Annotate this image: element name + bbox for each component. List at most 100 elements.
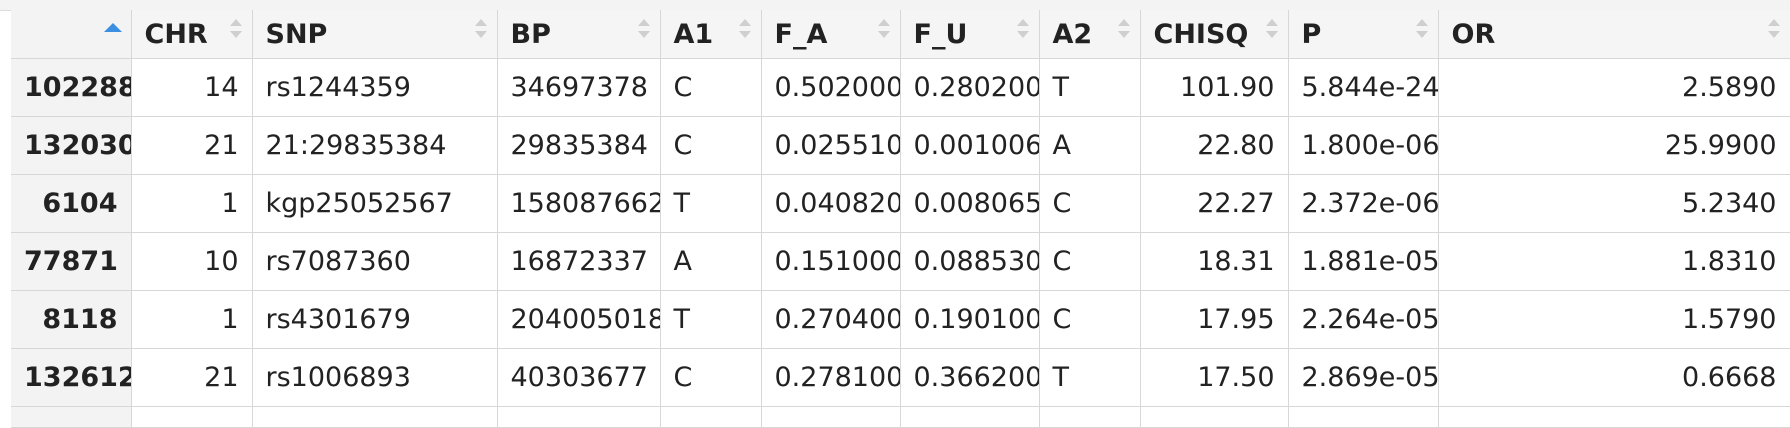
sort-ascending-icon[interactable] bbox=[103, 23, 122, 32]
cell-p: 5.844e-24 bbox=[1288, 58, 1439, 117]
cell-p bbox=[1288, 406, 1439, 428]
column-header-chisq[interactable]: CHISQ bbox=[1140, 10, 1289, 59]
column-header-or[interactable]: OR bbox=[1438, 10, 1790, 59]
table-row: 102288 14 rs1244359 34697378 C 0.502000 … bbox=[11, 58, 1790, 117]
column-header-label: BP bbox=[510, 18, 551, 50]
sort-both-icon[interactable] bbox=[229, 19, 242, 41]
cell-f-u: 0.088530 bbox=[900, 232, 1040, 291]
cell-or: 2.5890 bbox=[1438, 58, 1790, 117]
cell-f-a: 0.502000 bbox=[761, 58, 901, 117]
sort-both-icon[interactable] bbox=[474, 19, 487, 41]
cell-bp bbox=[497, 406, 661, 428]
column-header-label: CHISQ bbox=[1153, 18, 1249, 50]
column-header-rownames[interactable] bbox=[11, 10, 132, 59]
cell-f-a: 0.151000 bbox=[761, 232, 901, 291]
row-name-cell: 6104 bbox=[11, 174, 132, 233]
cell-chr bbox=[131, 406, 253, 428]
row-name-cell bbox=[11, 406, 132, 428]
cell-a1: T bbox=[660, 174, 762, 233]
sort-both-icon[interactable] bbox=[1415, 19, 1428, 41]
column-header-bp[interactable]: BP bbox=[497, 10, 661, 59]
cell-chisq: 22.80 bbox=[1140, 116, 1289, 175]
column-header-snp[interactable]: SNP bbox=[252, 10, 498, 59]
column-header-a1[interactable]: A1 bbox=[660, 10, 762, 59]
cell-snp bbox=[252, 406, 498, 428]
cell-f-a: 0.270400 bbox=[761, 290, 901, 349]
cell-f-a: 0.278100 bbox=[761, 348, 901, 407]
cell-chisq: 18.31 bbox=[1140, 232, 1289, 291]
cell-snp: 21:29835384 bbox=[252, 116, 498, 175]
cell-a2: C bbox=[1039, 232, 1141, 291]
column-header-label: OR bbox=[1451, 18, 1496, 50]
cell-or: 25.9900 bbox=[1438, 116, 1790, 175]
cell-a1: C bbox=[660, 348, 762, 407]
cell-snp: rs4301679 bbox=[252, 290, 498, 349]
cell-bp: 34697378 bbox=[497, 58, 661, 117]
cell-a1 bbox=[660, 406, 762, 428]
cell-f-a: 0.025510 bbox=[761, 116, 901, 175]
sort-both-icon[interactable] bbox=[738, 19, 751, 41]
cell-bp: 40303677 bbox=[497, 348, 661, 407]
cell-bp: 158087662 bbox=[497, 174, 661, 233]
cell-or: 0.6668 bbox=[1438, 348, 1790, 407]
sort-both-icon[interactable] bbox=[1117, 19, 1130, 41]
cell-or bbox=[1438, 406, 1790, 428]
cell-chisq bbox=[1140, 406, 1289, 428]
cell-snp: rs7087360 bbox=[252, 232, 498, 291]
cell-f-u: 0.366200 bbox=[900, 348, 1040, 407]
cell-a1: C bbox=[660, 58, 762, 117]
header-row: CHR SNP BP A1 F_A bbox=[11, 10, 1790, 59]
column-header-f-a[interactable]: F_A bbox=[761, 10, 901, 59]
column-header-chr[interactable]: CHR bbox=[131, 10, 253, 59]
table-row: 132030 21 21:29835384 29835384 C 0.02551… bbox=[11, 116, 1790, 175]
cell-bp: 204005018 bbox=[497, 290, 661, 349]
cell-a2: T bbox=[1039, 348, 1141, 407]
sort-both-icon[interactable] bbox=[1016, 19, 1029, 41]
cell-chr: 1 bbox=[131, 174, 253, 233]
table-row: 77871 10 rs7087360 16872337 A 0.151000 0… bbox=[11, 232, 1790, 291]
column-header-p[interactable]: P bbox=[1288, 10, 1439, 59]
data-table: CHR SNP BP A1 F_A bbox=[11, 10, 1790, 428]
column-header-label: A1 bbox=[673, 18, 714, 50]
table-row-partial bbox=[11, 406, 1790, 428]
column-header-label: CHR bbox=[144, 18, 208, 50]
sort-both-icon[interactable] bbox=[1265, 19, 1278, 41]
cell-f-u: 0.190100 bbox=[900, 290, 1040, 349]
row-name-cell: 77871 bbox=[11, 232, 132, 291]
cell-a1: A bbox=[660, 232, 762, 291]
sort-both-icon[interactable] bbox=[637, 19, 650, 41]
sort-both-icon[interactable] bbox=[877, 19, 890, 41]
cell-or: 1.8310 bbox=[1438, 232, 1790, 291]
cell-or: 1.5790 bbox=[1438, 290, 1790, 349]
cell-p: 2.372e-06 bbox=[1288, 174, 1439, 233]
cell-bp: 16872337 bbox=[497, 232, 661, 291]
table-row: 132612 21 rs1006893 40303677 C 0.278100 … bbox=[11, 348, 1790, 407]
column-header-label: P bbox=[1301, 18, 1322, 50]
sort-both-icon[interactable] bbox=[1767, 19, 1780, 41]
cell-f-u: 0.001006 bbox=[900, 116, 1040, 175]
cell-p: 2.869e-05 bbox=[1288, 348, 1439, 407]
column-header-label: A2 bbox=[1052, 18, 1093, 50]
cell-or: 5.2340 bbox=[1438, 174, 1790, 233]
column-header-label: F_A bbox=[774, 18, 828, 50]
cell-snp: rs1244359 bbox=[252, 58, 498, 117]
cell-a1: T bbox=[660, 290, 762, 349]
cell-p: 1.800e-06 bbox=[1288, 116, 1439, 175]
row-name-cell: 132030 bbox=[11, 116, 132, 175]
cell-chr: 14 bbox=[131, 58, 253, 117]
cell-a1: C bbox=[660, 116, 762, 175]
cell-a2: A bbox=[1039, 116, 1141, 175]
row-name-cell: 8118 bbox=[11, 290, 132, 349]
cell-chr: 21 bbox=[131, 116, 253, 175]
cell-f-a bbox=[761, 406, 901, 428]
cell-p: 2.264e-05 bbox=[1288, 290, 1439, 349]
cell-chr: 1 bbox=[131, 290, 253, 349]
cell-a2: C bbox=[1039, 174, 1141, 233]
cell-f-u: 0.008065 bbox=[900, 174, 1040, 233]
cell-a2: T bbox=[1039, 58, 1141, 117]
column-header-f-u[interactable]: F_U bbox=[900, 10, 1040, 59]
column-header-a2[interactable]: A2 bbox=[1039, 10, 1141, 59]
cell-chr: 10 bbox=[131, 232, 253, 291]
cell-chisq: 101.90 bbox=[1140, 58, 1289, 117]
